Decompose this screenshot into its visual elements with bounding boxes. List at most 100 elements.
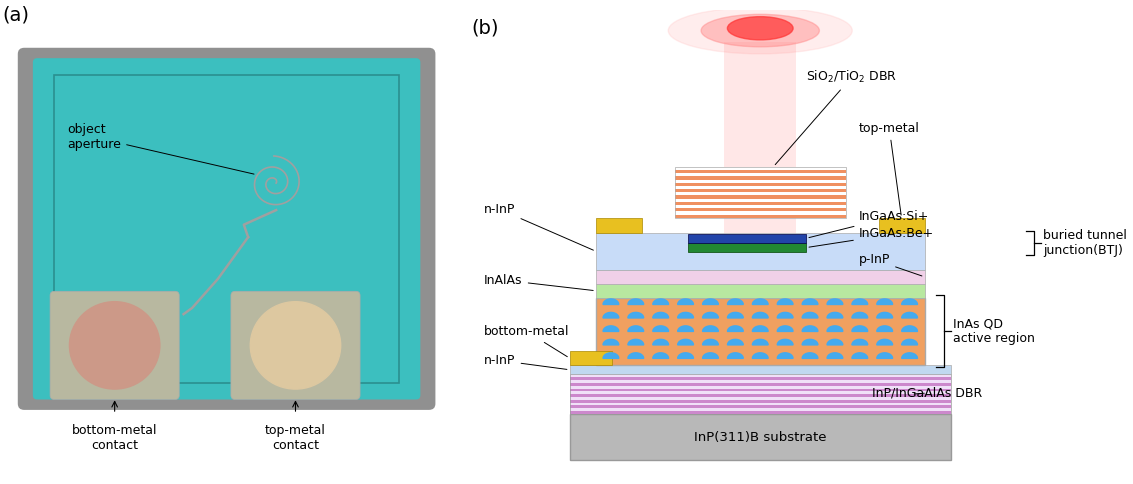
- Polygon shape: [702, 339, 718, 345]
- Text: InGaAs:Be+: InGaAs:Be+: [809, 227, 934, 247]
- Bar: [570, 383, 951, 386]
- Polygon shape: [752, 339, 768, 345]
- Text: object
aperture: object aperture: [67, 123, 254, 174]
- Bar: [570, 375, 951, 414]
- Ellipse shape: [668, 7, 852, 54]
- Polygon shape: [653, 353, 668, 358]
- Polygon shape: [777, 299, 793, 304]
- Bar: [570, 386, 951, 389]
- Polygon shape: [802, 299, 818, 304]
- Polygon shape: [827, 326, 843, 332]
- Text: InP(311)B substrate: InP(311)B substrate: [695, 431, 826, 444]
- Bar: [675, 189, 845, 192]
- Bar: [570, 394, 951, 397]
- Polygon shape: [802, 353, 818, 358]
- Text: InGaAs:Si+: InGaAs:Si+: [809, 210, 929, 238]
- Text: (a): (a): [2, 6, 29, 25]
- Polygon shape: [777, 312, 793, 318]
- Bar: [675, 214, 845, 218]
- Polygon shape: [902, 299, 918, 304]
- Polygon shape: [603, 339, 619, 345]
- Text: bottom-metal: bottom-metal: [484, 325, 570, 357]
- Polygon shape: [827, 339, 843, 345]
- Bar: [570, 389, 951, 392]
- Polygon shape: [877, 312, 893, 318]
- Polygon shape: [702, 353, 718, 358]
- Polygon shape: [603, 353, 619, 358]
- Bar: [675, 176, 845, 180]
- Polygon shape: [827, 353, 843, 358]
- Polygon shape: [727, 353, 743, 358]
- Text: bottom-metal
contact: bottom-metal contact: [71, 424, 157, 453]
- Bar: [675, 180, 845, 182]
- Polygon shape: [678, 299, 693, 304]
- Polygon shape: [628, 339, 644, 345]
- Polygon shape: [727, 299, 743, 304]
- Polygon shape: [827, 312, 843, 318]
- Polygon shape: [777, 353, 793, 358]
- Polygon shape: [802, 312, 818, 318]
- Polygon shape: [852, 299, 868, 304]
- Bar: [675, 192, 845, 196]
- Polygon shape: [678, 353, 693, 358]
- Bar: [54, 75, 399, 383]
- Polygon shape: [702, 326, 718, 332]
- Circle shape: [69, 302, 160, 389]
- Polygon shape: [628, 299, 644, 304]
- Polygon shape: [727, 326, 743, 332]
- Polygon shape: [752, 353, 768, 358]
- Bar: [570, 380, 951, 383]
- Polygon shape: [802, 326, 818, 332]
- Bar: [570, 400, 951, 403]
- Polygon shape: [628, 326, 644, 332]
- Polygon shape: [852, 339, 868, 345]
- Text: top-metal: top-metal: [859, 121, 920, 215]
- Polygon shape: [852, 353, 868, 358]
- Polygon shape: [852, 312, 868, 318]
- Bar: [675, 182, 845, 186]
- Bar: [570, 377, 951, 380]
- Polygon shape: [702, 299, 718, 304]
- Bar: [675, 166, 845, 170]
- Text: buried tunnel
junction(BTJ): buried tunnel junction(BTJ): [1042, 229, 1126, 257]
- Text: p-InP: p-InP: [859, 253, 922, 276]
- Bar: [675, 198, 845, 202]
- Polygon shape: [827, 299, 843, 304]
- Bar: [675, 166, 845, 218]
- Polygon shape: [653, 299, 668, 304]
- Bar: [596, 270, 925, 284]
- Bar: [596, 284, 925, 298]
- Polygon shape: [752, 326, 768, 332]
- Bar: [570, 408, 951, 411]
- Bar: [596, 298, 925, 365]
- Bar: [570, 351, 613, 365]
- Polygon shape: [628, 312, 644, 318]
- Bar: [878, 218, 925, 233]
- Bar: [675, 205, 845, 208]
- Polygon shape: [877, 353, 893, 358]
- FancyBboxPatch shape: [18, 48, 435, 410]
- Text: InAlAs: InAlAs: [484, 273, 594, 290]
- Bar: [675, 202, 845, 205]
- Text: InP/InGaAlAs DBR: InP/InGaAlAs DBR: [872, 387, 982, 399]
- Polygon shape: [802, 339, 818, 345]
- FancyBboxPatch shape: [50, 291, 179, 399]
- Polygon shape: [777, 326, 793, 332]
- Polygon shape: [852, 326, 868, 332]
- Text: n-InP: n-InP: [484, 354, 566, 369]
- Bar: [675, 212, 845, 214]
- Text: top-metal
contact: top-metal contact: [265, 424, 326, 453]
- Polygon shape: [902, 353, 918, 358]
- Polygon shape: [653, 326, 668, 332]
- Bar: [570, 406, 951, 408]
- Bar: [688, 243, 807, 252]
- Polygon shape: [678, 326, 693, 332]
- Bar: [570, 365, 951, 375]
- Circle shape: [250, 302, 341, 389]
- Polygon shape: [877, 299, 893, 304]
- Bar: [675, 196, 845, 198]
- Polygon shape: [603, 312, 619, 318]
- Polygon shape: [678, 339, 693, 345]
- Bar: [570, 414, 951, 460]
- Polygon shape: [653, 312, 668, 318]
